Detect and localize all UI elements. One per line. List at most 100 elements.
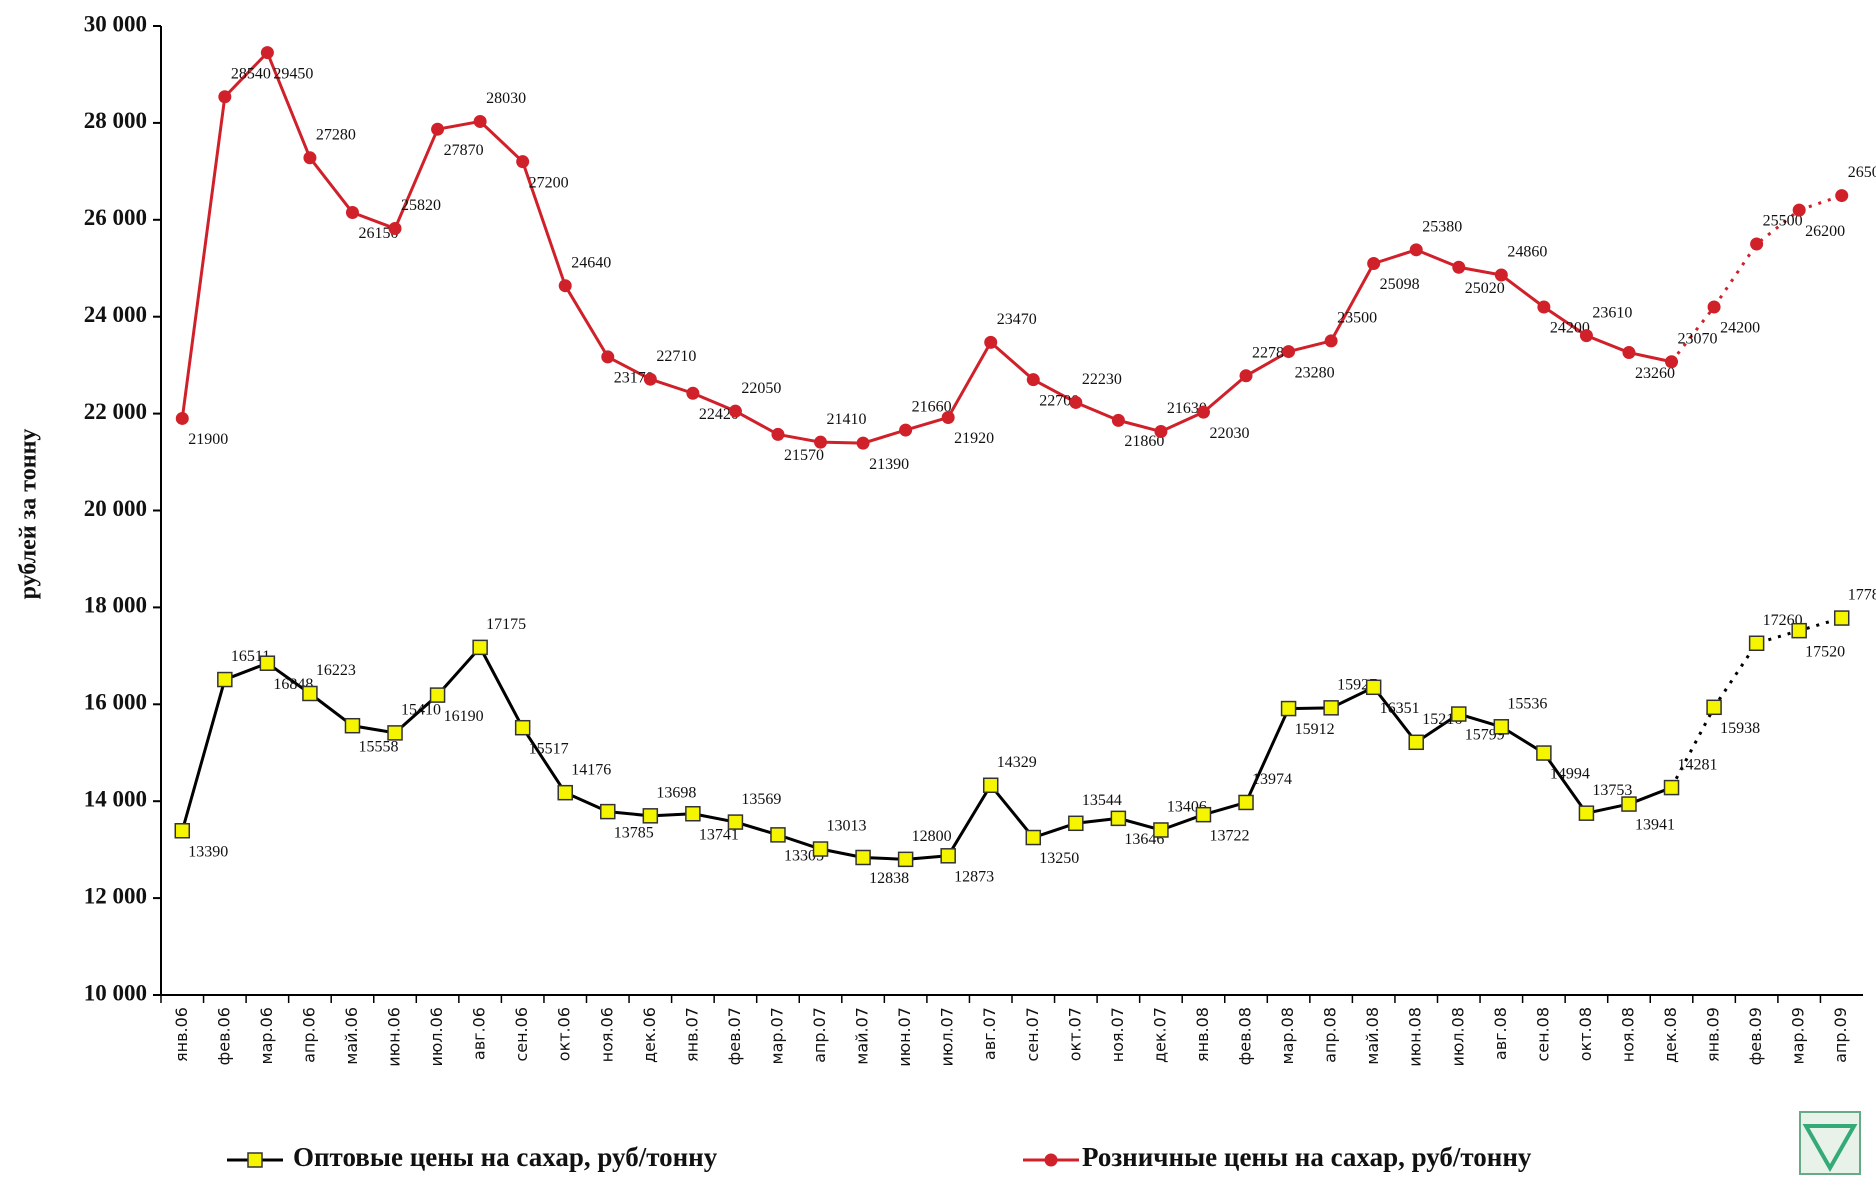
x-tick-label: сен.06: [512, 1007, 531, 1062]
x-tick-label: янв.09: [1704, 1007, 1723, 1062]
y-axis-label: рублей за тонну: [16, 429, 42, 600]
data-label: 13544: [1082, 792, 1122, 809]
x-tick-label: мар.09: [1789, 1007, 1808, 1064]
data-label: 26500: [1848, 164, 1876, 181]
data-label: 17520: [1805, 643, 1845, 660]
marker: [472, 639, 488, 656]
marker: [897, 851, 914, 868]
marker: [1663, 779, 1680, 796]
marker: [770, 827, 786, 843]
data-label: 14994: [1550, 766, 1590, 783]
marker: [600, 803, 616, 820]
data-label: 14176: [571, 761, 611, 778]
data-label: 13941: [1635, 817, 1675, 834]
data-label: 13569: [741, 791, 781, 808]
data-label: 12838: [869, 870, 909, 887]
x-tick-label: янв.06: [172, 1007, 191, 1062]
x-tick-label: май.07: [853, 1007, 872, 1065]
marker: [1493, 719, 1510, 735]
marker: [1238, 794, 1254, 811]
data-label: 13013: [827, 818, 867, 835]
data-label: 23470: [997, 311, 1037, 328]
legend-marker: [247, 1152, 263, 1168]
data-label: 22420: [699, 406, 739, 423]
x-tick-label: ноя.08: [1618, 1007, 1637, 1062]
x-tick-label: дек.06: [640, 1007, 659, 1063]
marker: [1451, 706, 1467, 722]
marker: [685, 805, 701, 822]
marker: [941, 410, 955, 424]
data-label: 16190: [444, 708, 484, 725]
data-label: 21920: [954, 430, 994, 447]
x-tick-label: апр.09: [1831, 1007, 1850, 1063]
data-label: 21390: [869, 456, 909, 473]
data-label: 24200: [1720, 320, 1760, 337]
marker: [899, 423, 913, 437]
x-tick-label: мар.07: [767, 1007, 786, 1064]
data-label: 21630: [1167, 400, 1207, 417]
x-tick-label: ноя.07: [1108, 1007, 1127, 1062]
data-label: 27280: [316, 126, 356, 143]
data-label: 21410: [827, 411, 867, 428]
marker: [1621, 796, 1637, 812]
x-tick-label: авг.06: [470, 1007, 489, 1060]
x-tick-label: июл.08: [1448, 1007, 1467, 1067]
data-label: 23610: [1592, 304, 1632, 321]
data-label: 13698: [656, 785, 696, 802]
marker: [473, 114, 487, 128]
marker: [1196, 405, 1210, 419]
marker: [516, 155, 530, 169]
marker: [1069, 395, 1083, 409]
data-label: 28030: [486, 90, 526, 107]
data-label: 25500: [1763, 213, 1803, 230]
data-label: 21660: [912, 399, 952, 416]
x-tick-label: апр.08: [1321, 1007, 1340, 1063]
data-label: 13785: [614, 824, 654, 841]
marker: [1280, 700, 1297, 717]
marker: [1153, 822, 1169, 838]
marker: [1239, 369, 1253, 383]
x-tick-label: май.06: [342, 1007, 361, 1065]
data-label: 15938: [1720, 720, 1760, 737]
y-tick-label: 22 000: [84, 399, 147, 424]
data-label: 13974: [1252, 771, 1292, 788]
x-tick-label: июн.08: [1406, 1007, 1425, 1067]
x-tick-label: авг.08: [1491, 1007, 1510, 1060]
data-label: 25820: [401, 197, 441, 214]
marker: [1452, 260, 1466, 274]
data-label: 28540: [231, 65, 271, 82]
data-label: 13390: [188, 843, 228, 860]
data-label: 26150: [358, 225, 398, 242]
data-label: 16351: [1380, 700, 1420, 717]
data-label: 15410: [401, 702, 441, 719]
marker: [1408, 734, 1424, 751]
marker: [1111, 413, 1125, 427]
x-tick-label: ноя.06: [597, 1007, 616, 1062]
y-tick-label: 12 000: [84, 883, 147, 908]
x-tick-label: июл.07: [938, 1007, 957, 1067]
marker: [1365, 679, 1382, 696]
x-tick-label: сен.07: [1023, 1007, 1042, 1062]
series-line-dotted: [1670, 616, 1843, 789]
x-tick-label: окт.06: [555, 1007, 574, 1061]
marker: [303, 151, 317, 165]
x-tick-label: май.08: [1363, 1007, 1382, 1065]
data-label: 29450: [273, 65, 313, 82]
x-tick-label: июл.06: [427, 1007, 446, 1067]
marker: [1707, 300, 1721, 314]
y-tick-label: 20 000: [84, 496, 147, 521]
x-tick-label: фев.09: [1746, 1007, 1765, 1065]
y-tick-label: 10 000: [84, 980, 147, 1005]
marker: [1154, 425, 1168, 439]
x-tick-label: июн.06: [385, 1007, 404, 1067]
marker: [728, 404, 742, 418]
marker: [345, 206, 359, 220]
data-label: 22780: [1252, 344, 1292, 361]
marker: [388, 222, 402, 236]
marker: [431, 122, 445, 136]
marker: [1578, 805, 1595, 821]
marker: [1537, 300, 1551, 314]
marker: [1323, 700, 1339, 716]
data-label: 26200: [1805, 223, 1845, 240]
data-label: 23070: [1678, 330, 1718, 347]
